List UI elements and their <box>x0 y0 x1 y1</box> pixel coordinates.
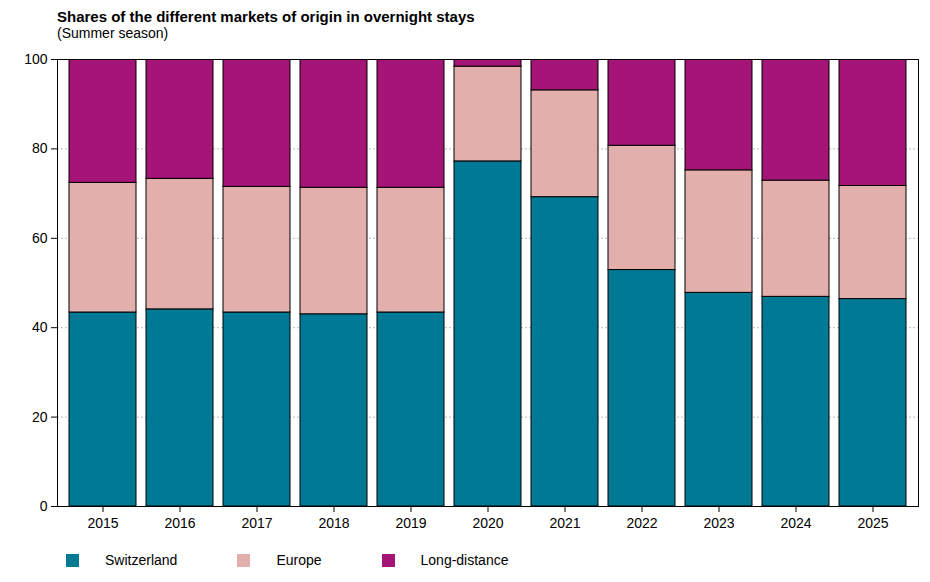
svg-text:40: 40 <box>32 319 48 335</box>
svg-text:2022: 2022 <box>626 515 657 531</box>
html-text:Switzerland: Switzerland <box>105 552 178 568</box>
svg-text:100: 100 <box>24 51 48 67</box>
html-text:(Summer season): (Summer season) <box>57 25 169 41</box>
svg-text:2020: 2020 <box>472 515 503 531</box>
svg-text:60: 60 <box>32 230 48 246</box>
svg-text:2021: 2021 <box>549 515 580 531</box>
svg-text:2018: 2018 <box>318 515 349 531</box>
svg-text:20: 20 <box>32 409 48 425</box>
html-text:Europe: Europe <box>276 552 322 568</box>
html-text:Shares of the different market: Shares of the different markets of origi… <box>57 8 475 25</box>
svg-text:0: 0 <box>40 498 48 514</box>
html-text:Long-distance: Long-distance <box>420 552 509 568</box>
svg-text:2019: 2019 <box>395 515 426 531</box>
svg-text:2017: 2017 <box>241 515 272 531</box>
svg-text:2024: 2024 <box>780 515 811 531</box>
svg-text:2025: 2025 <box>857 515 888 531</box>
svg-text:2016: 2016 <box>164 515 195 531</box>
svg-text:2023: 2023 <box>703 515 734 531</box>
svg-text:2015: 2015 <box>87 515 118 531</box>
svg-text:80: 80 <box>32 140 48 156</box>
